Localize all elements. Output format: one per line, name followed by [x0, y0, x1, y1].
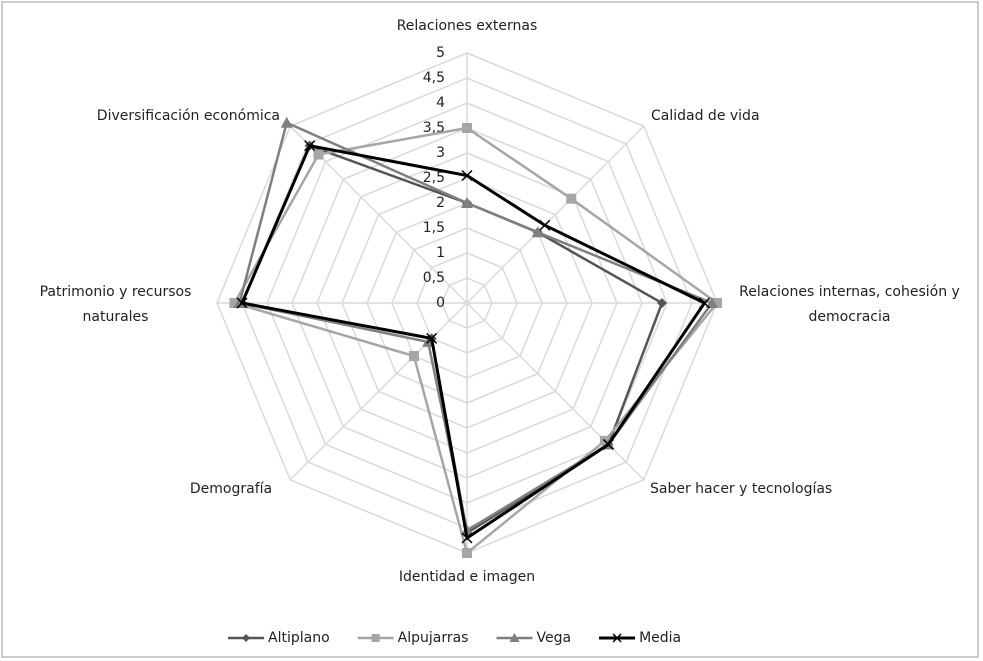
- marker: [461, 169, 473, 182]
- category-label: Relaciones internas, cohesión y democrac…: [739, 284, 960, 325]
- r-tick-label: 1: [436, 245, 445, 261]
- spoke: [289, 302, 468, 481]
- legend-label: Altiplano: [268, 630, 330, 646]
- r-tick-label: 2,5: [423, 170, 445, 186]
- marker: [233, 297, 246, 308]
- r-tick-label: 0: [436, 295, 445, 311]
- marker: [712, 298, 722, 308]
- category-label: Diversificación económica: [96, 108, 280, 124]
- marker: [531, 226, 544, 238]
- marker: [461, 532, 473, 544]
- r-tick-label: 4: [436, 95, 445, 111]
- marker: [280, 116, 293, 128]
- marker: [408, 351, 419, 362]
- legend-marker: [371, 634, 380, 642]
- category-label: Identidad e imagen: [398, 569, 536, 585]
- legend-marker: [509, 633, 520, 642]
- legend-label: Vega: [536, 630, 571, 646]
- r-tick-label: 5: [436, 45, 445, 61]
- marker: [657, 298, 667, 308]
- r-tick-label: 4,5: [423, 70, 445, 86]
- category-label: Saber hacer y tecnologías: [650, 481, 833, 497]
- legend-marker: [242, 634, 250, 642]
- category-label: Relaciones externas: [396, 18, 538, 34]
- marker: [229, 298, 240, 308]
- marker: [426, 332, 438, 344]
- marker: [602, 438, 614, 450]
- marker: [462, 123, 472, 133]
- category-label: Calidad de vida: [651, 108, 760, 124]
- category-label: Patrimonio y recursos naturales: [39, 284, 192, 325]
- marker: [698, 297, 711, 309]
- marker: [313, 149, 324, 160]
- marker: [706, 297, 718, 308]
- marker: [539, 219, 551, 231]
- marker: [304, 140, 316, 152]
- legend-label: Alpujarras: [398, 630, 469, 646]
- marker: [462, 548, 472, 558]
- series-line: [240, 144, 664, 536]
- marker: [566, 193, 577, 204]
- spoke: [466, 125, 645, 304]
- r-tick-label: 3: [436, 145, 445, 161]
- legend-marker: [612, 633, 622, 643]
- marker: [236, 297, 248, 309]
- r-tick-label: 1,5: [423, 220, 445, 236]
- r-tick-label: 0,5: [423, 270, 445, 286]
- marker: [461, 197, 473, 208]
- spoke: [466, 302, 645, 481]
- category-label: Demografía: [189, 481, 273, 497]
- r-tick-label: 2: [436, 195, 445, 211]
- legend-label: Media: [639, 630, 681, 646]
